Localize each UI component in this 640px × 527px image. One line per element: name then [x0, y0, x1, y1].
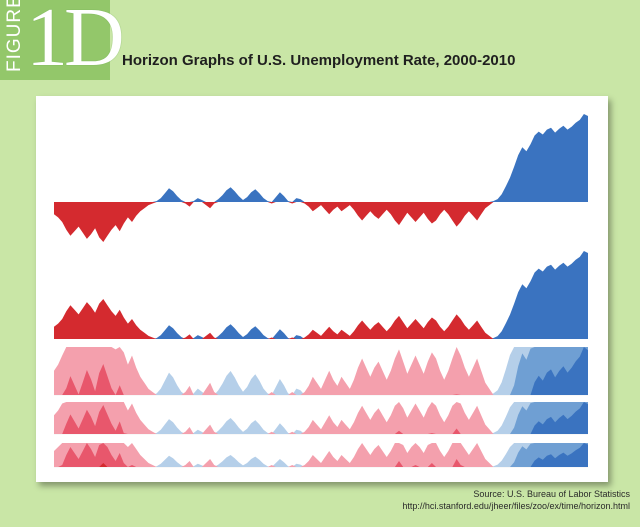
page-title: Horizon Graphs of U.S. Unemployment Rate…	[122, 52, 516, 69]
horizon-row-3-negative-band-1	[54, 443, 588, 467]
figure-number: 1D	[26, 0, 125, 84]
horizon-row-3-negative-band-2	[54, 443, 588, 467]
source-url: http://hci.stanford.edu/jheer/files/zoo/…	[402, 501, 630, 511]
figure-word: FIGURE	[4, 0, 25, 72]
horizon-row-1-negative-band-2	[54, 364, 588, 395]
horizon-row-1-negative-band-1	[54, 347, 588, 395]
source-text: Source: U.S. Bureau of Labor Statistics	[473, 489, 630, 499]
horizon-chart	[54, 114, 588, 468]
diverging-positive-area	[54, 114, 588, 202]
horizon-row-3-positive-band-3	[54, 443, 588, 467]
mirrored-positive-area	[54, 251, 588, 339]
horizon-row-2-negative-band-1	[54, 402, 588, 434]
chart-panel	[36, 96, 608, 482]
horizon-row-2-negative-band-2	[54, 405, 588, 434]
horizon-row-1-positive-band-3	[54, 347, 588, 395]
figure-badge: FIGURE 1D	[0, 0, 125, 84]
horizon-row-2-positive-band-3	[54, 402, 588, 434]
diverging-negative-area	[54, 202, 588, 242]
mirrored-negative-area	[54, 299, 588, 339]
source-note: Source: U.S. Bureau of Labor Statistics …	[402, 488, 630, 512]
